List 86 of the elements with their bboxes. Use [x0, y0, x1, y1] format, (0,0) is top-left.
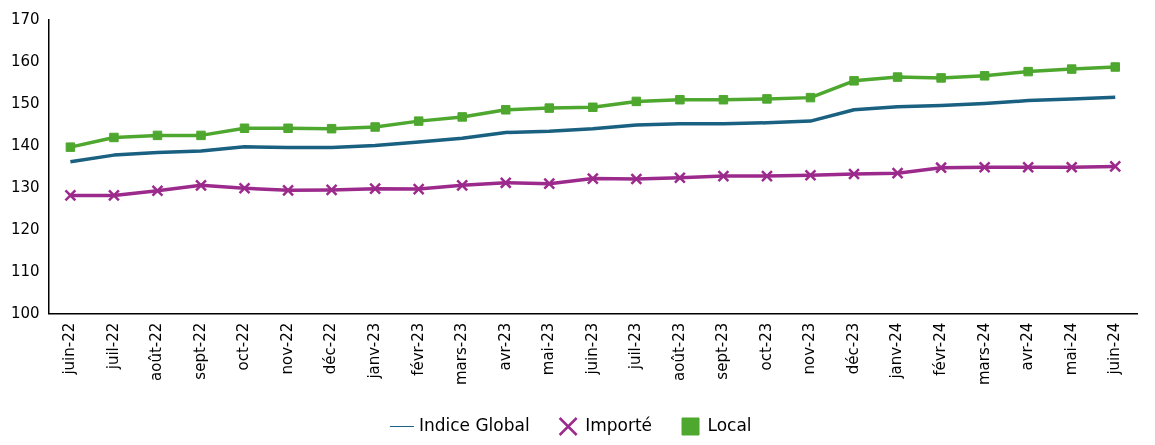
- point: [1021, 161, 1035, 174]
- point: [979, 71, 990, 81]
- point: [107, 189, 121, 202]
- x-tick-label: août-22: [147, 322, 166, 381]
- point: [281, 184, 295, 197]
- x-tick-label: mars-23: [452, 322, 471, 386]
- point: [456, 179, 469, 192]
- y-tick-label: 100: [10, 303, 40, 322]
- legend-label: Indice Global: [418, 414, 530, 435]
- point: [849, 76, 859, 86]
- x-tick-label: sept-22: [190, 322, 209, 380]
- y-tick-label: 120: [10, 219, 40, 238]
- y-tick-label: 110: [10, 261, 40, 280]
- y-tick-label: 160: [10, 51, 40, 70]
- x-tick-label: mai-23: [539, 322, 558, 376]
- point: [1109, 160, 1122, 173]
- point: [457, 112, 467, 122]
- point: [370, 122, 380, 132]
- x-tick-label: oct-23: [756, 322, 775, 371]
- y-tick-label: 150: [10, 93, 40, 112]
- point: [718, 94, 729, 105]
- x-tick-label: juil-23: [626, 322, 645, 371]
- x-tick-label: déc-23: [843, 322, 862, 375]
- point: [760, 169, 774, 183]
- legend-label: Importé: [585, 414, 653, 435]
- point: [586, 172, 600, 185]
- point: [673, 171, 687, 184]
- point: [588, 102, 598, 113]
- point: [499, 176, 512, 189]
- x-tick-label: févr-23: [408, 322, 427, 376]
- legend-label: Local: [707, 414, 752, 435]
- x-tick-label: août-23: [669, 322, 688, 381]
- point: [1110, 62, 1120, 72]
- x-tick-label: janv-24: [887, 322, 906, 380]
- x-tick-label: avr-23: [495, 322, 514, 371]
- x-tick-label: avr-24: [1018, 322, 1037, 371]
- y-tick-label: 140: [10, 135, 40, 154]
- point: [1065, 161, 1078, 174]
- point: [152, 130, 163, 141]
- point: [631, 96, 642, 107]
- x-tick-label: janv-23: [365, 322, 384, 380]
- point: [151, 184, 164, 197]
- point: [413, 116, 424, 126]
- y-tick-label: 130: [10, 177, 40, 196]
- x-tick-label: juin-23: [582, 322, 601, 376]
- x-tick-label: sept-23: [713, 322, 732, 380]
- point: [501, 105, 511, 115]
- y-tick-label: 170: [10, 9, 40, 28]
- point: [283, 123, 293, 133]
- point: [675, 94, 685, 105]
- point: [543, 177, 556, 190]
- point: [412, 182, 425, 196]
- point: [368, 182, 382, 195]
- point: [1066, 64, 1077, 74]
- point: [109, 132, 119, 143]
- point: [804, 169, 817, 182]
- x-tick-label: mars-24: [974, 322, 993, 386]
- x-tick-label: juin-24: [1105, 322, 1124, 376]
- point: [891, 166, 904, 180]
- point: [544, 103, 555, 113]
- point: [239, 123, 250, 133]
- point: [762, 94, 772, 104]
- x-tick-label: oct-22: [234, 322, 253, 371]
- x-tick-label: juil-22: [103, 322, 122, 371]
- point: [978, 161, 991, 174]
- x-tick-label: févr-24: [930, 322, 949, 376]
- point: [630, 172, 643, 186]
- point: [64, 189, 77, 202]
- point: [238, 182, 251, 195]
- point: [326, 123, 337, 134]
- point: [847, 167, 861, 181]
- point: [892, 72, 903, 82]
- point: [194, 179, 208, 192]
- point: [1023, 66, 1033, 77]
- point: [325, 183, 338, 197]
- point: [65, 142, 76, 152]
- x-tick-label: mai-24: [1061, 322, 1080, 376]
- point: [717, 169, 730, 183]
- point: [805, 92, 816, 103]
- point: [196, 130, 206, 141]
- point: [934, 161, 948, 174]
- point: [936, 73, 946, 83]
- x-tick-label: juin-22: [60, 322, 79, 376]
- x-tick-label: nov-23: [800, 322, 819, 375]
- x-tick-label: déc-22: [321, 322, 340, 375]
- x-tick-label: nov-22: [277, 322, 296, 375]
